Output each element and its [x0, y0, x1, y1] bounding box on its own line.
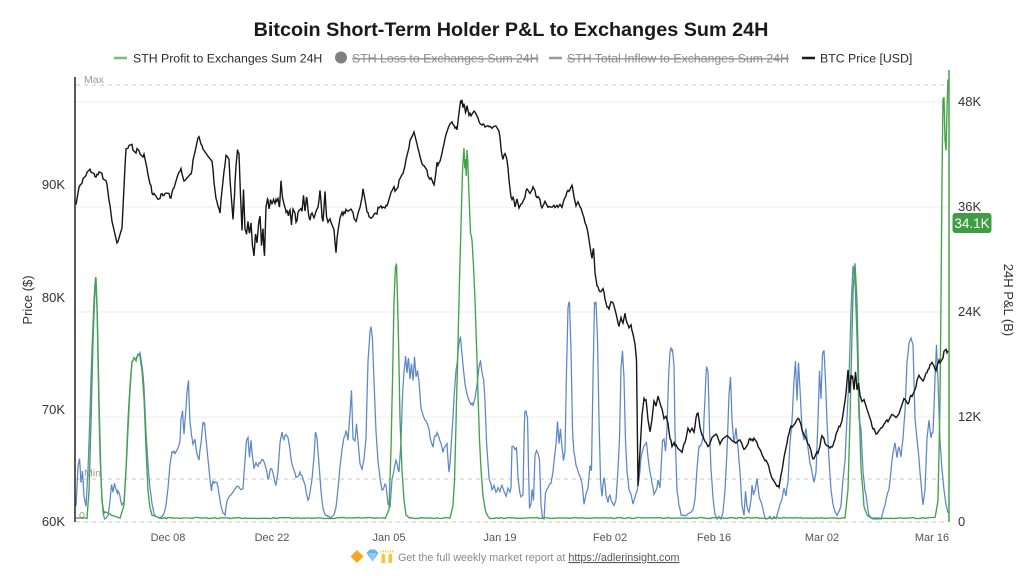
svg-text:60K: 60K	[42, 514, 65, 529]
svg-text:36K: 36K	[958, 199, 981, 214]
svg-text:Get the full weekly market rep: Get the full weekly market report at htt…	[398, 552, 679, 564]
svg-text:0: 0	[958, 514, 965, 529]
svg-text:34.1K: 34.1K	[954, 216, 989, 231]
svg-text:STH Profit to Exchanges Sum 24: STH Profit to Exchanges Sum 24H	[133, 52, 322, 66]
svg-text:Max: Max	[84, 74, 105, 86]
svg-text:Min: Min	[84, 468, 101, 480]
svg-text:24H P&L (B): 24H P&L (B)	[1001, 264, 1016, 337]
svg-text:Jan 05: Jan 05	[372, 532, 405, 544]
svg-text:Feb 16: Feb 16	[697, 532, 731, 544]
svg-text:Dec 22: Dec 22	[255, 532, 290, 544]
svg-text:Mar 02: Mar 02	[805, 532, 839, 544]
svg-text:12K: 12K	[958, 409, 981, 424]
svg-text:Jan 19: Jan 19	[483, 532, 516, 544]
svg-text:0: 0	[79, 510, 85, 522]
svg-text:Price ($): Price ($)	[20, 275, 35, 324]
svg-text:BTC Price [USD]: BTC Price [USD]	[820, 52, 912, 66]
svg-text:STH Total Inflow to Exchanges: STH Total Inflow to Exchanges Sum 24H	[567, 52, 789, 66]
svg-text:80K: 80K	[42, 290, 65, 305]
svg-text:90K: 90K	[42, 177, 65, 192]
svg-text:Mar 16: Mar 16	[915, 532, 949, 544]
svg-text:24K: 24K	[958, 304, 981, 319]
svg-text:Bitcoin Short-Term Holder P&L: Bitcoin Short-Term Holder P&L to Exchang…	[254, 19, 769, 41]
svg-text:Feb 02: Feb 02	[593, 532, 627, 544]
svg-text:Dec 08: Dec 08	[151, 532, 186, 544]
svg-text:48K: 48K	[958, 94, 981, 109]
svg-text:STH Loss to Exchanges Sum 24H: STH Loss to Exchanges Sum 24H	[352, 52, 539, 66]
svg-text:70K: 70K	[42, 402, 65, 417]
